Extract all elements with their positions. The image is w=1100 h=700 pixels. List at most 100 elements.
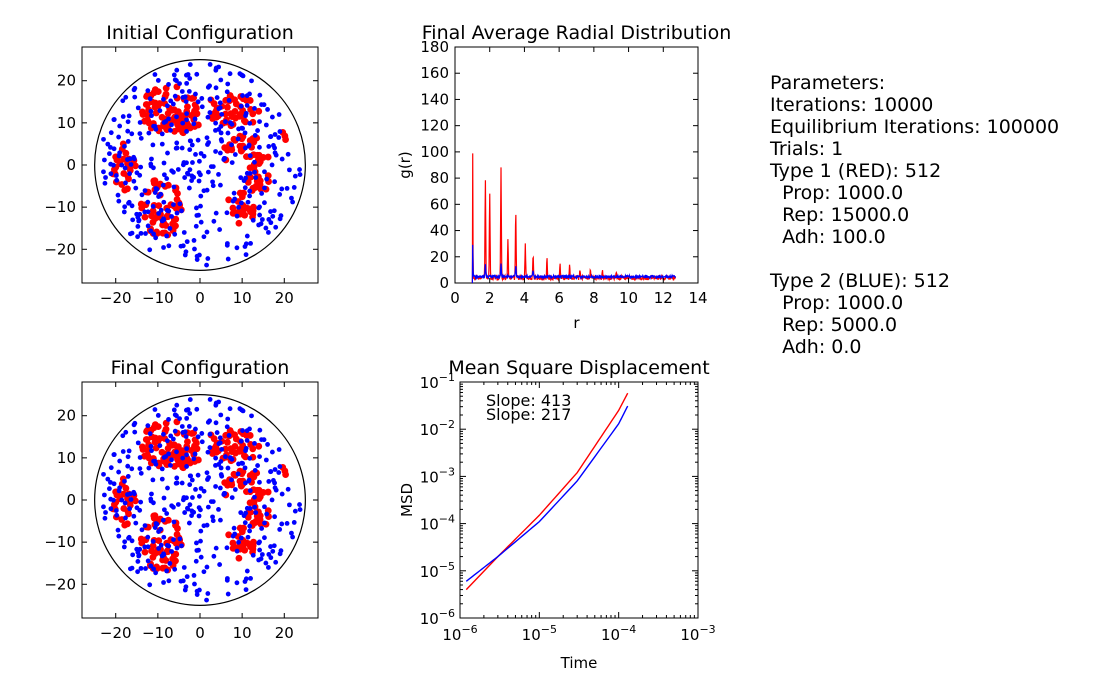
series-red-line: [465, 392, 629, 591]
blue-particle: [213, 210, 219, 216]
blue-particle: [101, 136, 106, 142]
blue-particle: [150, 477, 156, 483]
blue-particle: [153, 235, 159, 241]
red-particle: [256, 177, 264, 185]
blue-particle: [180, 120, 186, 126]
blue-particle: [208, 164, 214, 170]
blue-particle: [149, 448, 154, 454]
y-tick-label: 0: [66, 491, 76, 509]
blue-particle: [168, 462, 173, 468]
blue-particle: [147, 247, 153, 253]
blue-particle: [195, 434, 201, 440]
blue-particle: [128, 497, 134, 502]
blue-particle: [229, 160, 235, 165]
blue-particle: [161, 216, 166, 222]
blue-particle: [196, 505, 202, 510]
blue-particle: [161, 580, 166, 585]
red-particle: [164, 516, 172, 524]
blue-particle: [180, 455, 186, 461]
blue-particle: [142, 544, 148, 550]
y-tick-label: 10−3: [420, 465, 455, 486]
red-particle: [237, 482, 245, 490]
blue-particle: [257, 539, 262, 545]
x-tick-label: 20: [275, 289, 294, 307]
blue-particle: [167, 226, 173, 231]
blue-particle: [156, 211, 162, 216]
y-tick-label: 0: [66, 156, 76, 174]
y-tick-label: −10: [44, 198, 76, 216]
blue-particle: [284, 186, 290, 191]
blue-particle: [216, 399, 222, 405]
blue-particle: [145, 423, 151, 429]
blue-particle: [168, 98, 174, 104]
red-particle: [162, 557, 170, 564]
y-tick-label: 20: [430, 248, 449, 266]
chart-title: Initial Configuration: [106, 22, 293, 44]
blue-particle: [172, 566, 178, 572]
tick-base: 10: [420, 468, 439, 486]
blue-particle: [164, 176, 170, 181]
red-particle: [255, 160, 263, 168]
parameter-line: Parameters:: [770, 72, 886, 94]
red-particle: [235, 219, 243, 227]
tick-base: 10: [522, 626, 541, 644]
blue-particle: [195, 99, 201, 105]
y-tick-label: −20: [44, 240, 76, 258]
blue-particle: [211, 553, 217, 559]
blue-particle: [132, 94, 138, 100]
blue-particle: [148, 163, 154, 169]
y-tick-label: 10−4: [420, 513, 455, 534]
blue-particle: [271, 208, 277, 214]
blue-particle: [193, 223, 199, 229]
blue-particle: [259, 526, 265, 531]
blue-particle: [247, 193, 253, 199]
blue-particle: [125, 463, 131, 469]
x-tick-label: 4: [520, 289, 530, 307]
red-particle: [143, 436, 151, 444]
blue-particle: [198, 528, 204, 534]
blue-particle: [247, 171, 253, 176]
blue-particle: [224, 242, 230, 248]
y-tick-label: 80: [430, 169, 449, 187]
blue-particle: [204, 187, 210, 193]
blue-particle: [227, 71, 233, 77]
blue-particle: [108, 506, 114, 512]
red-particle: [228, 113, 236, 121]
blue-particle: [148, 498, 154, 504]
red-particle: [143, 101, 151, 109]
red-particle: [229, 539, 237, 547]
y-tick-label: 180: [420, 38, 449, 56]
blue-particle: [131, 491, 137, 497]
blue-particle: [149, 156, 154, 162]
blue-particle: [116, 469, 122, 475]
blue-particle: [263, 225, 269, 231]
parameter-line: Adh: 0.0: [770, 336, 862, 358]
red-particle: [151, 512, 159, 519]
blue-particle: [276, 112, 282, 117]
blue-particle: [244, 233, 250, 239]
blue-particle: [247, 528, 253, 534]
blue-particle: [187, 502, 193, 508]
blue-particle: [174, 140, 180, 146]
blue-particle: [225, 416, 231, 422]
blue-particle: [179, 89, 185, 94]
blue-particle: [108, 171, 114, 177]
red-particle: [151, 177, 159, 184]
blue-particle: [204, 597, 209, 603]
red-particle: [228, 448, 236, 456]
blue-particle: [198, 538, 203, 544]
blue-particle: [248, 576, 253, 581]
blue-particle: [213, 85, 219, 91]
blue-particle: [213, 484, 218, 489]
blue-particle: [269, 449, 275, 455]
blue-particle: [106, 151, 112, 157]
blue-particle: [221, 156, 227, 161]
blue-particle: [153, 570, 159, 576]
blue-particle: [243, 480, 248, 486]
parameters-spacer: [770, 248, 1059, 270]
blue-particle: [197, 493, 202, 499]
x-axis-label: r: [573, 314, 580, 332]
blue-particle: [186, 185, 192, 191]
